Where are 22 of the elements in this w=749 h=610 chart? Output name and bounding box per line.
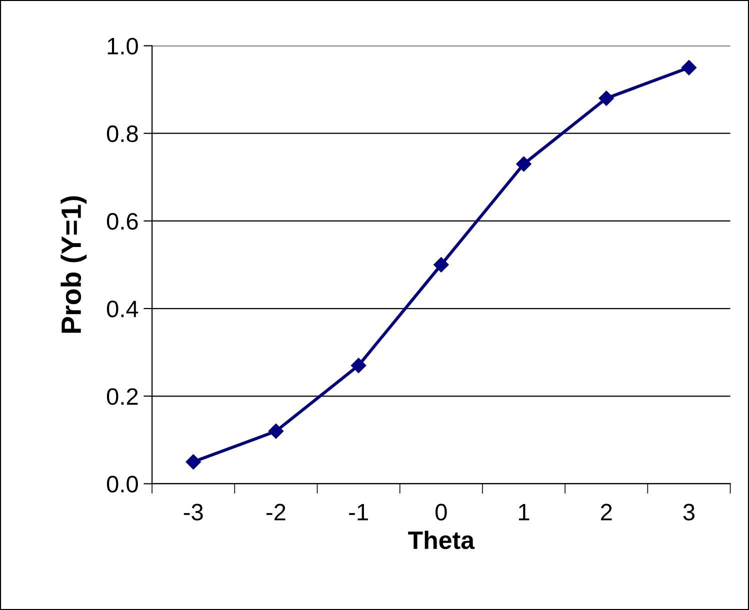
x-tick-label: 3 — [683, 504, 694, 521]
y-tick-label: 0.4 — [106, 300, 138, 318]
y-tick-label: 0.8 — [106, 125, 138, 142]
x-tick-label: 0 — [436, 504, 447, 521]
y-tick-label: 0.0 — [106, 476, 138, 493]
x-tick-label: -1 — [349, 504, 368, 520]
x-tick-label: 2 — [600, 504, 612, 520]
x-axis-title: Theta — [408, 530, 475, 550]
x-tick-label: -2 — [266, 504, 286, 520]
y-tick-label: 1.0 — [108, 38, 138, 55]
y-tick-label: 0.6 — [106, 213, 138, 230]
point — [598, 90, 614, 106]
x-tick-label: 1 — [519, 504, 530, 520]
point — [681, 60, 697, 76]
x-tick-label: -3 — [184, 504, 203, 521]
point — [350, 358, 366, 374]
y-axis-title: Prob (Y=1) — [60, 196, 87, 333]
point — [268, 424, 284, 439]
y-tick-label: 0.2 — [106, 388, 138, 405]
point — [434, 257, 449, 272]
point — [186, 454, 201, 470]
point — [516, 156, 532, 172]
